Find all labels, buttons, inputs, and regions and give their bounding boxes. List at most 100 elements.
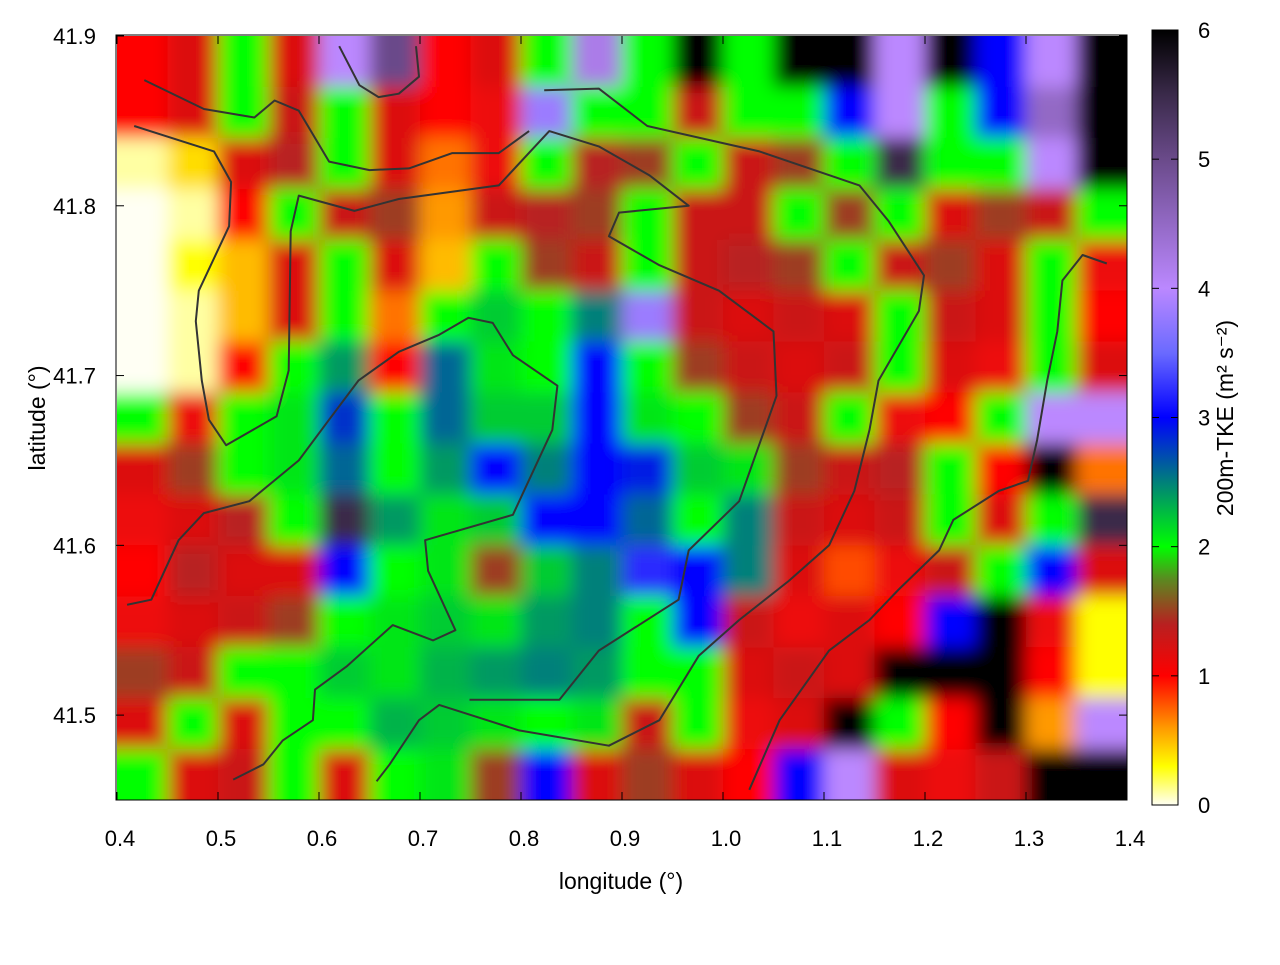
heatmap-cell <box>723 341 775 394</box>
colorbar-tick-label: 2 <box>1198 535 1210 560</box>
heatmap-cell <box>117 443 169 496</box>
heatmap-cell <box>975 290 1027 343</box>
heatmap-cell <box>1076 698 1127 751</box>
heatmap-cell <box>571 545 623 598</box>
heatmap-cell <box>369 443 421 496</box>
heatmap-cell <box>672 494 724 547</box>
heatmap-cell <box>117 545 169 598</box>
heatmap-cell <box>672 698 724 751</box>
heatmap-cell <box>1026 239 1078 292</box>
heatmap-cell <box>975 494 1027 547</box>
heatmap-cell <box>470 749 522 800</box>
boundary-line <box>338 45 420 99</box>
heatmap-cell <box>723 392 775 445</box>
heatmap-cell <box>218 596 270 649</box>
heatmap-cell <box>1076 188 1127 241</box>
heatmap-cell <box>824 647 876 700</box>
heatmap-cell <box>723 647 775 700</box>
heatmap-cell <box>470 596 522 649</box>
heatmap-cell <box>369 86 421 139</box>
heatmap-cell <box>117 239 169 292</box>
heatmap-cell <box>925 749 977 800</box>
heatmap-cell <box>571 443 623 496</box>
heatmap-cell <box>319 36 371 88</box>
heatmap-cell <box>773 494 825 547</box>
heatmap-cell <box>925 698 977 751</box>
x-tick-label: 0.7 <box>408 826 439 851</box>
heatmap-cell <box>672 137 724 190</box>
heatmap-cell <box>420 749 472 800</box>
heatmap-cell <box>874 596 926 649</box>
heatmap-cell <box>420 392 472 445</box>
heatmap-cell <box>470 647 522 700</box>
heatmap-cell <box>1026 188 1078 241</box>
heatmap-cell <box>1076 392 1127 445</box>
heatmap-cell <box>1076 36 1127 88</box>
heatmap-cell <box>723 749 775 800</box>
heatmap-cell <box>369 545 421 598</box>
colorbar-tick-label: 4 <box>1198 276 1210 301</box>
heatmap-cell <box>521 647 573 700</box>
heatmap-cell <box>167 698 219 751</box>
heatmap-cell <box>470 86 522 139</box>
heatmap-cell <box>521 188 573 241</box>
heatmap-cell <box>167 443 219 496</box>
heatmap-cell <box>268 443 320 496</box>
heatmap-cell <box>268 749 320 800</box>
heatmap-cell <box>1026 749 1078 800</box>
heatmap-cell <box>925 647 977 700</box>
heatmap-cell <box>723 596 775 649</box>
heatmap-cell <box>622 749 674 800</box>
heatmap-cell <box>874 392 926 445</box>
heatmap-cell <box>521 290 573 343</box>
heatmap-cell <box>1076 749 1127 800</box>
heatmap-cell <box>167 392 219 445</box>
heatmap-cell <box>1026 647 1078 700</box>
heatmap-cell <box>167 188 219 241</box>
heatmap-cell <box>369 36 421 88</box>
heatmap-cell <box>571 749 623 800</box>
heatmap-cell <box>218 545 270 598</box>
heatmap-cell <box>1026 545 1078 598</box>
heatmap-cell <box>218 443 270 496</box>
heatmap-cell <box>1076 545 1127 598</box>
heatmap-cell <box>319 647 371 700</box>
heatmap-cell <box>874 137 926 190</box>
heatmap-cell <box>319 392 371 445</box>
heatmap-cell <box>117 596 169 649</box>
heatmap-cell <box>470 341 522 394</box>
heatmap-cell <box>369 392 421 445</box>
heatmap-cell <box>571 647 623 700</box>
heatmap-cell <box>571 188 623 241</box>
heatmap-cell <box>420 239 472 292</box>
heatmap-cell <box>672 392 724 445</box>
heatmap-cell <box>268 545 320 598</box>
heatmap-cell <box>420 647 472 700</box>
heatmap-cell <box>1026 36 1078 88</box>
heatmap-cell <box>824 341 876 394</box>
heatmap-cell <box>218 239 270 292</box>
heatmap-cell <box>420 494 472 547</box>
heatmap-cell <box>1076 137 1127 190</box>
heatmap-cell <box>268 290 320 343</box>
heatmap-cell <box>723 36 775 88</box>
x-tick-label: 1.3 <box>1014 826 1045 851</box>
heatmap-cell <box>975 392 1027 445</box>
x-tick-label: 0.5 <box>206 826 237 851</box>
heatmap-cell <box>571 36 623 88</box>
heatmap-cell <box>975 545 1027 598</box>
heatmap-cell <box>925 188 977 241</box>
heatmap-cells <box>117 36 1127 800</box>
heatmap-cell <box>117 341 169 394</box>
heatmap-cell <box>723 698 775 751</box>
heatmap-cell <box>1026 494 1078 547</box>
heatmap-cell <box>1076 596 1127 649</box>
heatmap-cell <box>117 647 169 700</box>
heatmap-cell <box>672 239 724 292</box>
heatmap-cell <box>268 494 320 547</box>
heatmap-cell <box>319 596 371 649</box>
colorbar-tick-label: 5 <box>1198 147 1210 172</box>
heatmap-cell <box>824 36 876 88</box>
heatmap-cell <box>268 698 320 751</box>
colorbar-label: 200m-TKE (m² s⁻²) <box>1212 320 1238 516</box>
